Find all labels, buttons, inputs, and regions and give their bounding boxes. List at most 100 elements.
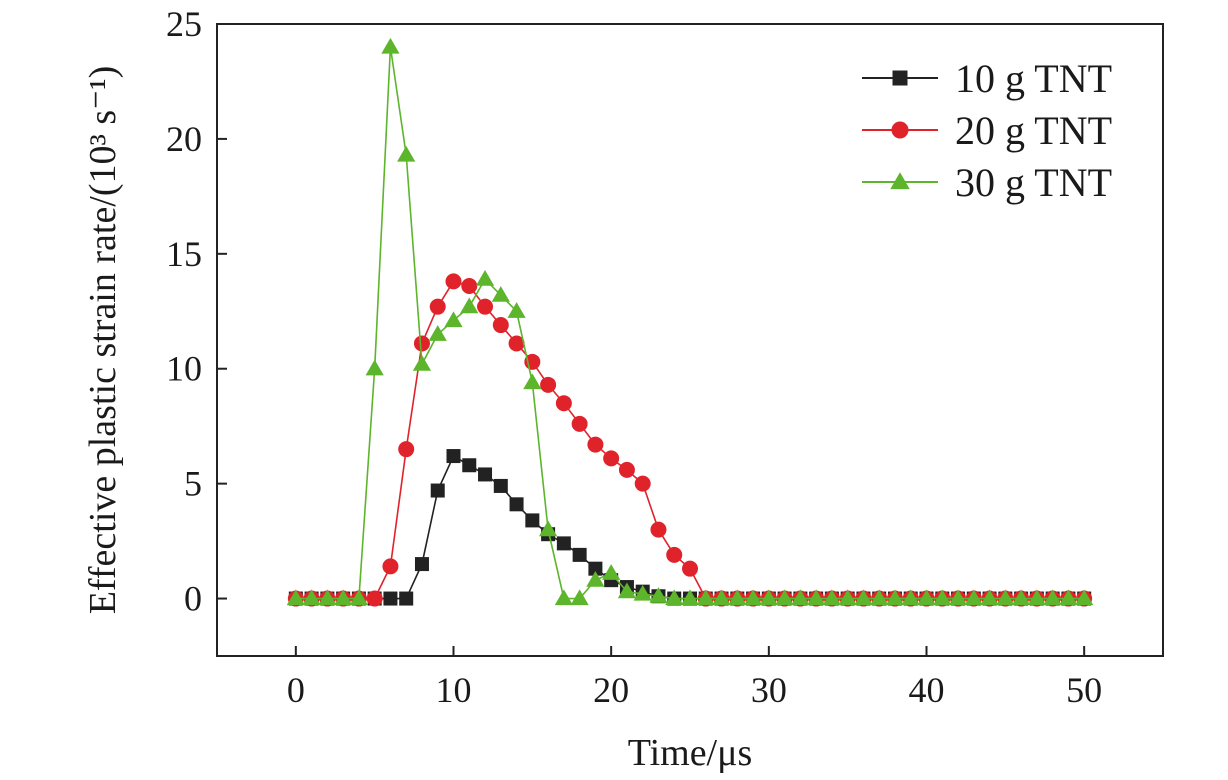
x-tick-label: 0 [287, 670, 305, 710]
x-tick-label: 50 [1066, 670, 1102, 710]
data-point [682, 560, 698, 577]
data-point [286, 589, 305, 606]
data-point [680, 589, 700, 606]
data-point [1075, 589, 1094, 606]
data-point [477, 298, 494, 315]
data-point [666, 546, 683, 563]
data-point [334, 589, 353, 606]
data-point [570, 589, 589, 606]
data-point [775, 589, 794, 606]
data-point [508, 335, 525, 352]
data-point [507, 302, 526, 318]
plot-frame [216, 23, 1164, 657]
data-point [650, 521, 667, 538]
data-point [728, 589, 747, 606]
data-point [917, 589, 936, 606]
data-point [634, 475, 651, 492]
data-point [399, 591, 414, 606]
data-point [429, 298, 446, 315]
data-point [948, 589, 968, 606]
data-point [540, 376, 557, 393]
data-point [493, 478, 508, 493]
x-axis-ticks: 0 10 20 30 40 50 [287, 646, 1102, 710]
series-line [295, 454, 1085, 600]
data-point [617, 582, 637, 599]
data-point [523, 373, 542, 390]
data-point [571, 415, 588, 432]
x-tick-label: 40 [909, 670, 945, 710]
x-tick-label: 10 [436, 670, 472, 710]
x-tick-label: 30 [751, 670, 787, 710]
data-point [382, 558, 399, 575]
data-point [1012, 589, 1031, 606]
data-point [381, 37, 400, 54]
data-point [475, 269, 495, 286]
data-point [460, 297, 479, 314]
series-30-g-tnt [286, 37, 1094, 606]
data-point [712, 589, 731, 606]
data-point [318, 589, 337, 606]
series-20-g-tnt [287, 273, 1093, 607]
data-point [791, 589, 810, 606]
data-point [539, 520, 558, 537]
legend-marker [891, 121, 909, 139]
data-point [492, 317, 509, 334]
data-point [444, 311, 463, 328]
data-point [478, 467, 493, 482]
y-tick-label: 15 [166, 234, 202, 274]
y-tick-label: 10 [166, 349, 202, 389]
data-point [445, 273, 462, 290]
data-point [901, 589, 920, 606]
data-point [365, 359, 384, 376]
data-point [696, 589, 715, 606]
data-point [446, 449, 461, 464]
data-point [618, 461, 635, 478]
data-point [509, 497, 524, 512]
data-point [996, 589, 1015, 606]
data-point [602, 564, 621, 580]
data-point [302, 589, 321, 606]
data-point [491, 286, 510, 302]
data-point [412, 355, 432, 371]
data-point [1043, 589, 1062, 606]
data-point [586, 571, 605, 587]
data-point [366, 590, 383, 607]
data-point [414, 557, 429, 572]
data-point [413, 335, 430, 352]
data-point [633, 584, 652, 601]
data-point [383, 591, 398, 606]
data-point [885, 589, 905, 606]
y-tick-label: 0 [184, 579, 202, 619]
data-point [587, 436, 604, 453]
data-point [462, 458, 477, 473]
legend: 10 g TNT 20 g TNT 30 g TNT [862, 56, 1112, 205]
data-point [759, 589, 778, 606]
data-point [854, 589, 873, 606]
data-point [430, 483, 445, 498]
y-tick-label: 5 [184, 464, 202, 504]
data-point [555, 395, 572, 412]
data-point [933, 589, 952, 606]
legend-marker [890, 172, 910, 190]
y-axis-ticks: 0 5 10 15 20 25 [166, 4, 227, 619]
data-point [1059, 589, 1078, 606]
legend-label: 20 g TNT [955, 108, 1112, 153]
data-point [554, 589, 573, 606]
series-10-g-tnt [288, 449, 1092, 606]
y-tick-label: 20 [166, 119, 202, 159]
data-point [397, 145, 416, 162]
data-point [1027, 589, 1046, 606]
y-tick-label: 25 [166, 4, 202, 44]
y-axis-label: Effective plastic strain rate/(10³ s⁻¹) [82, 66, 124, 615]
legend-label: 10 g TNT [955, 56, 1112, 101]
data-point [556, 536, 571, 551]
data-point [572, 547, 587, 562]
data-point [980, 589, 999, 606]
data-point [649, 587, 668, 603]
data-point [870, 589, 889, 606]
data-point [822, 589, 841, 606]
data-point [349, 589, 368, 606]
series-line [295, 280, 1085, 600]
series-group [286, 37, 1094, 607]
